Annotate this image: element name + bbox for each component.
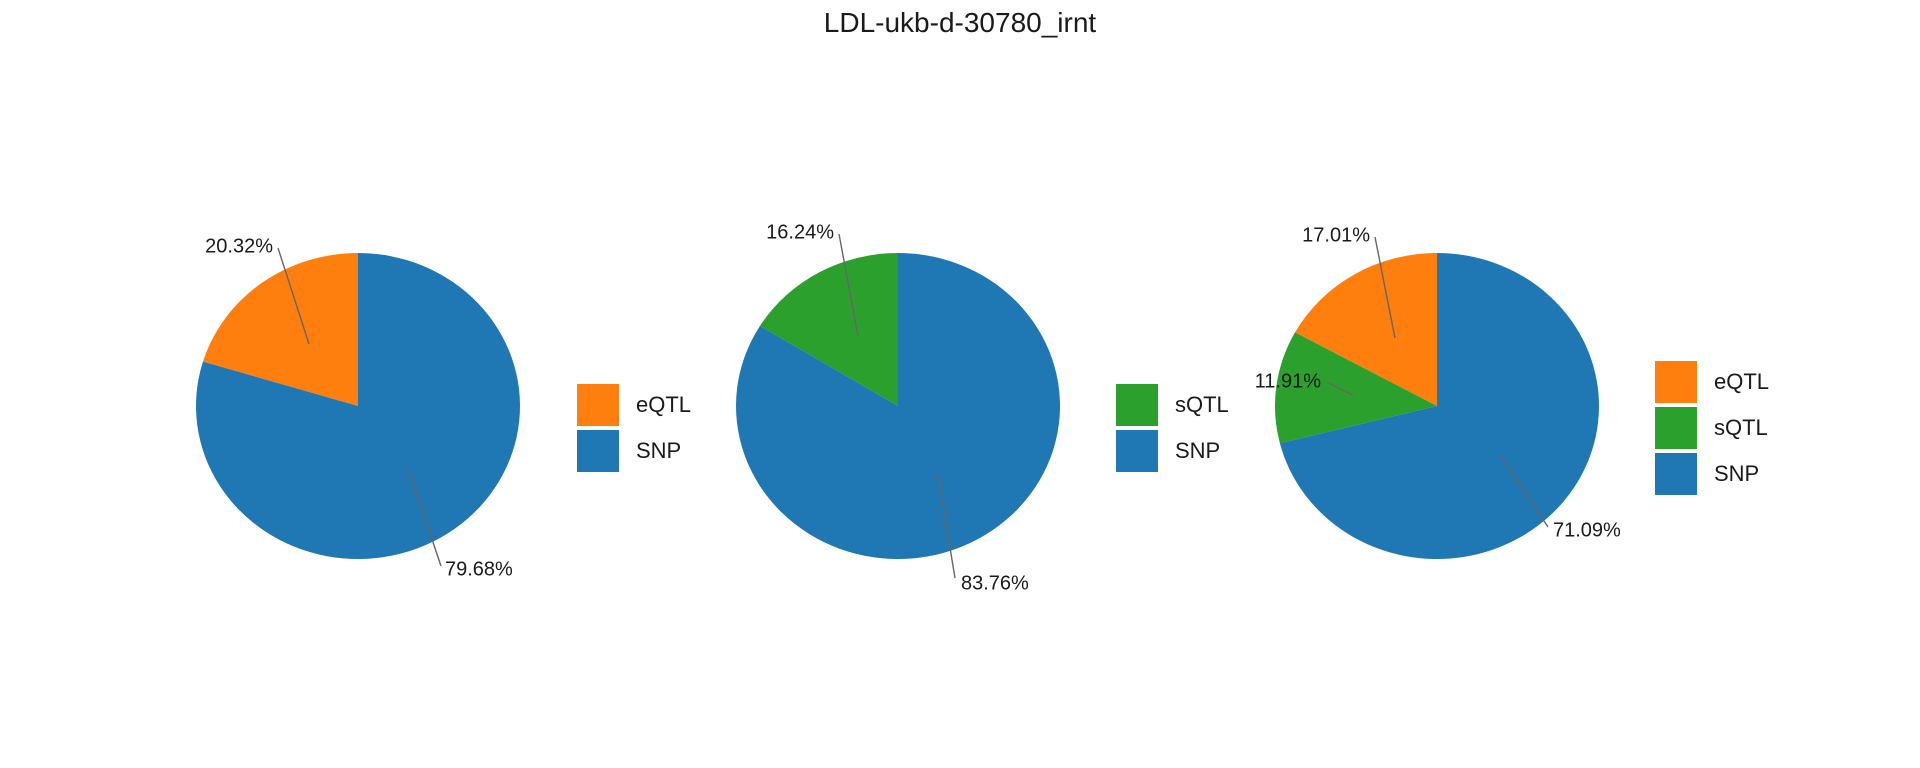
legend-swatch-snp	[577, 430, 619, 472]
legend-label-sqtl: sQTL	[1714, 415, 1768, 440]
legend: eQTL SNP	[577, 384, 691, 472]
percent-label-sqtl: 11.91%	[1255, 370, 1322, 392]
pie-panel-1: 20.32% 79.68% eQTL SNP	[195, 235, 691, 580]
legend: sQTL SNP	[1116, 384, 1229, 472]
legend-label-eqtl: eQTL	[636, 392, 691, 417]
legend-swatch-eqtl	[1655, 361, 1697, 403]
percent-label-snp: 83.76%	[961, 572, 1029, 594]
pie-panel-3: 17.01% 11.91% 71.09% eQTL sQTL SNP	[1255, 224, 1769, 560]
leader-line-eqtl	[277, 247, 310, 345]
leader-line-sqtl	[1326, 381, 1354, 396]
legend-swatch-snp	[1116, 430, 1158, 472]
pie-panel-2: 16.24% 83.76% sQTL SNP	[736, 221, 1229, 594]
percent-label-sqtl: 16.24%	[766, 221, 834, 243]
leader-line-snp	[937, 474, 956, 579]
legend-swatch-snp	[1655, 453, 1697, 495]
leader-line-snp	[1500, 455, 1549, 528]
pie-slice-sqtl	[759, 253, 898, 406]
percent-label-eqtl: 20.32%	[205, 235, 273, 257]
leader-line-eqtl	[1374, 236, 1396, 339]
legend-label-snp: SNP	[1714, 461, 1759, 486]
percent-label-snp: 79.68%	[445, 558, 513, 580]
pie-slice-eqtl	[202, 253, 358, 406]
legend-swatch-eqtl	[577, 384, 619, 426]
pie-slice-snp	[736, 252, 1061, 559]
pie-slice-sqtl	[1274, 332, 1437, 444]
pie-slice-eqtl	[1295, 253, 1437, 406]
legend-label-snp: SNP	[1175, 438, 1220, 463]
legend-label-eqtl: eQTL	[1714, 369, 1769, 394]
legend: eQTL sQTL SNP	[1655, 361, 1769, 495]
legend-swatch-sqtl	[1655, 407, 1697, 449]
chart-title: LDL-ukb-d-30780_irnt	[824, 7, 1097, 38]
legend-label-snp: SNP	[636, 438, 681, 463]
legend-label-sqtl: sQTL	[1175, 392, 1229, 417]
leader-line-snp	[409, 473, 442, 567]
percent-label-eqtl: 17.01%	[1302, 224, 1370, 246]
pie-slice-snp	[195, 253, 520, 559]
percent-label-snp: 71.09%	[1553, 519, 1621, 541]
legend-swatch-sqtl	[1116, 384, 1158, 426]
leader-line-sqtl	[838, 233, 859, 337]
